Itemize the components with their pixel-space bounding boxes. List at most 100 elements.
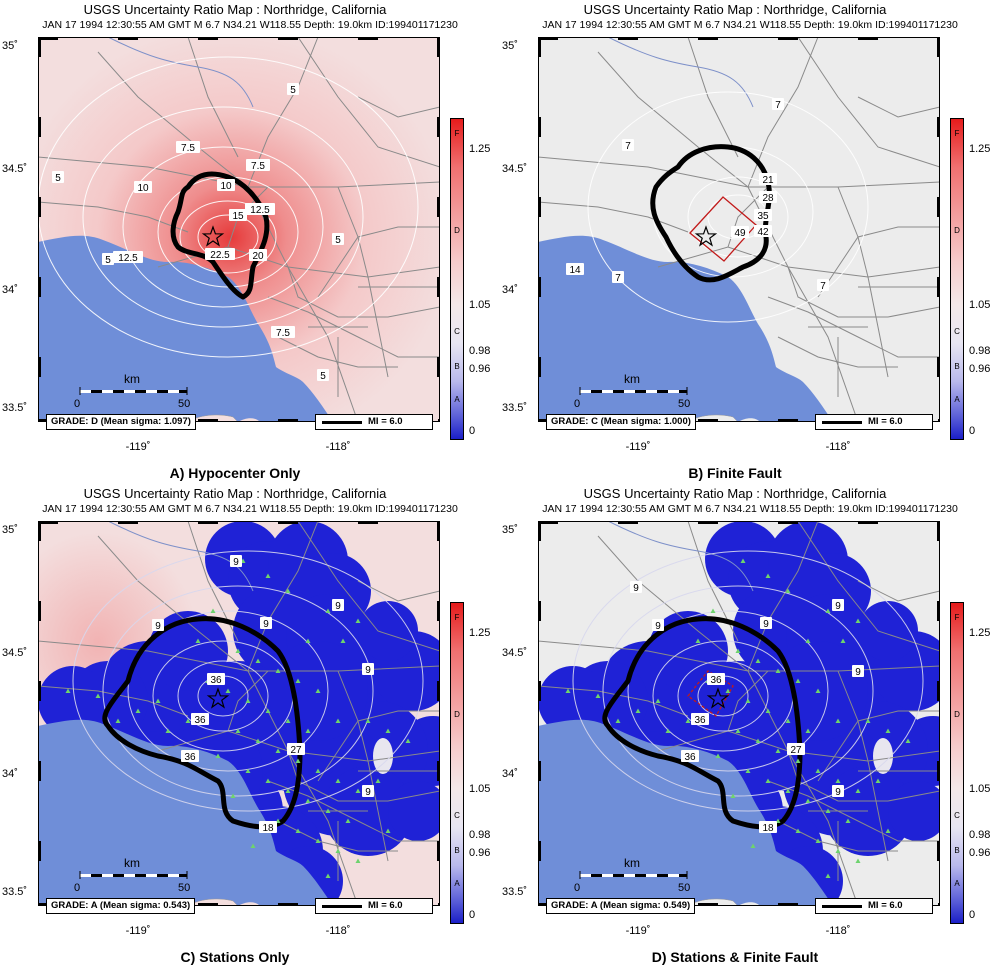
svg-text:7.5: 7.5: [251, 161, 265, 172]
contour-label: 22.5: [205, 248, 235, 261]
svg-text:9: 9: [233, 557, 239, 568]
colorbar-grade-letter: A: [454, 879, 460, 888]
contour-label: 7: [622, 139, 634, 152]
latitude-label: 33.5˚: [2, 886, 28, 898]
contour-label: 7: [772, 98, 784, 111]
longitude-label: -118˚: [825, 925, 851, 937]
map-canvas: 9 9 9 9 9 36 36 36 18 27 9: [37, 520, 468, 916]
colorbar-tick-label: 1.25: [969, 627, 991, 639]
colorbar-tick-label: 1.25: [969, 143, 991, 155]
seismic-stations: [65, 558, 411, 878]
colorbar-grade-letter: A: [954, 879, 960, 888]
svg-text:7: 7: [625, 141, 631, 152]
contour-label: 7: [817, 279, 829, 292]
svg-text:18: 18: [262, 823, 274, 834]
colorbar-grade-letter: F: [454, 129, 460, 138]
contour-label: 9: [230, 555, 242, 568]
colorbar-tick-label: 0.96: [469, 363, 491, 375]
colorbar-grade-letter: B: [454, 846, 460, 855]
colorbar-grade-letter: D: [954, 226, 960, 235]
contour-label: 7: [612, 271, 624, 284]
colorbar-grade-letter: D: [454, 226, 460, 235]
map-panel-hypocenter: USGS Uncertainty Ratio Map : Northridge,…: [0, 0, 499, 484]
latitude-label: 34.5˚: [502, 647, 528, 659]
contour-label: 10: [134, 181, 152, 194]
svg-text:36: 36: [684, 752, 696, 763]
contour-label: 35: [754, 209, 772, 222]
contour-label: 7.5: [246, 159, 270, 172]
map-title: USGS Uncertainty Ratio Map : Northridge,…: [83, 2, 387, 17]
mi-legend: MI = 6.0: [315, 414, 433, 430]
colorbar-grade-letter: C: [954, 327, 960, 336]
longitude-label: -118˚: [325, 925, 351, 937]
scale-title: km: [124, 372, 140, 386]
svg-text:9: 9: [365, 665, 371, 676]
colorbar-grade-letter: C: [954, 811, 960, 820]
colorbar-tick-label: 0.98: [969, 829, 991, 841]
colorbar-tick-label: 0.96: [969, 363, 991, 375]
mi-line-swatch: [322, 905, 362, 908]
svg-text:36: 36: [210, 675, 222, 686]
contour-label: 36: [681, 750, 699, 763]
longitude-label: -118˚: [825, 441, 851, 453]
latitude-label: 34˚: [2, 284, 18, 296]
contour-label: 9: [630, 581, 642, 594]
contour-label: 5: [102, 253, 114, 266]
latitude-label: 34˚: [502, 284, 518, 296]
ocean-area: [538, 235, 833, 422]
colorbar-tick-label: 0: [469, 909, 476, 921]
rupture-outline: [602, 616, 803, 830]
svg-text:5: 5: [55, 173, 61, 184]
map-canvas: 7 7 7 7 21 28 35 42 49 14: [537, 36, 958, 423]
contour-label: 14: [566, 263, 584, 276]
colorbar-grade-letter: D: [454, 710, 460, 719]
contour-label: 27: [287, 743, 305, 756]
svg-text:9: 9: [335, 601, 341, 612]
grade-box: GRADE: A (Mean sigma: 0.543): [46, 898, 196, 914]
colorbar-grade-letter: C: [454, 327, 460, 336]
scale-end-label: 50: [178, 398, 191, 410]
latitude-label: 33.5˚: [502, 886, 528, 898]
mi-line-swatch: [322, 421, 362, 424]
contour-label: 5: [52, 171, 64, 184]
svg-text:20: 20: [252, 251, 264, 262]
mi-label: MI = 6.0: [368, 900, 403, 911]
latitude-label: 34.5˚: [2, 163, 28, 175]
svg-text:7.5: 7.5: [276, 328, 290, 339]
map-title: USGS Uncertainty Ratio Map : Northridge,…: [583, 486, 887, 501]
mi-legend: MI = 6.0: [815, 898, 933, 914]
colorbar-tick-label: 1.05: [969, 299, 991, 311]
map-title: USGS Uncertainty Ratio Map : Northridge,…: [83, 486, 387, 501]
latitude-label: 33.5˚: [502, 402, 528, 414]
svg-text:5: 5: [290, 85, 296, 96]
uncertainty-map: 7 7 7 7 21 28 35 42 49 14: [537, 36, 958, 423]
scale-bar: [79, 387, 188, 395]
contour-label: 10: [217, 179, 235, 192]
ocean-area: [538, 719, 833, 906]
seismic-stations: [565, 558, 911, 878]
colorbar: [950, 118, 964, 440]
panel-caption: A) Hypocenter Only: [169, 465, 301, 481]
contour-label: 5: [287, 83, 299, 96]
contour-label: 5: [332, 233, 344, 246]
uncertainty-map: 9 9 9 9 9 36 36 36 18 27 9: [37, 520, 468, 916]
longitude-label: -119˚: [125, 925, 151, 937]
contour-label: 28: [759, 191, 777, 204]
svg-text:9: 9: [155, 621, 161, 632]
contour-label: 9: [362, 785, 374, 798]
svg-text:9: 9: [855, 667, 861, 678]
colorbar-tick-label: 1.25: [469, 143, 491, 155]
map-canvas: 9 9 9 9 9 36 36 36 18 27 9: [537, 520, 968, 916]
contour-label: 9: [832, 599, 844, 612]
colorbar-grade-letter: A: [954, 395, 960, 404]
colorbar: [950, 602, 964, 924]
grade-box: GRADE: A (Mean sigma: 0.549): [546, 898, 696, 914]
map-panel-stations: USGS Uncertainty Ratio Map : Northridge,…: [0, 484, 499, 968]
contour-label: 9: [852, 665, 864, 678]
svg-text:10: 10: [220, 181, 232, 192]
scale-title: km: [124, 856, 140, 870]
svg-text:9: 9: [633, 583, 639, 594]
svg-text:36: 36: [194, 715, 206, 726]
mi-line-swatch: [822, 421, 862, 424]
svg-text:9: 9: [263, 619, 269, 630]
